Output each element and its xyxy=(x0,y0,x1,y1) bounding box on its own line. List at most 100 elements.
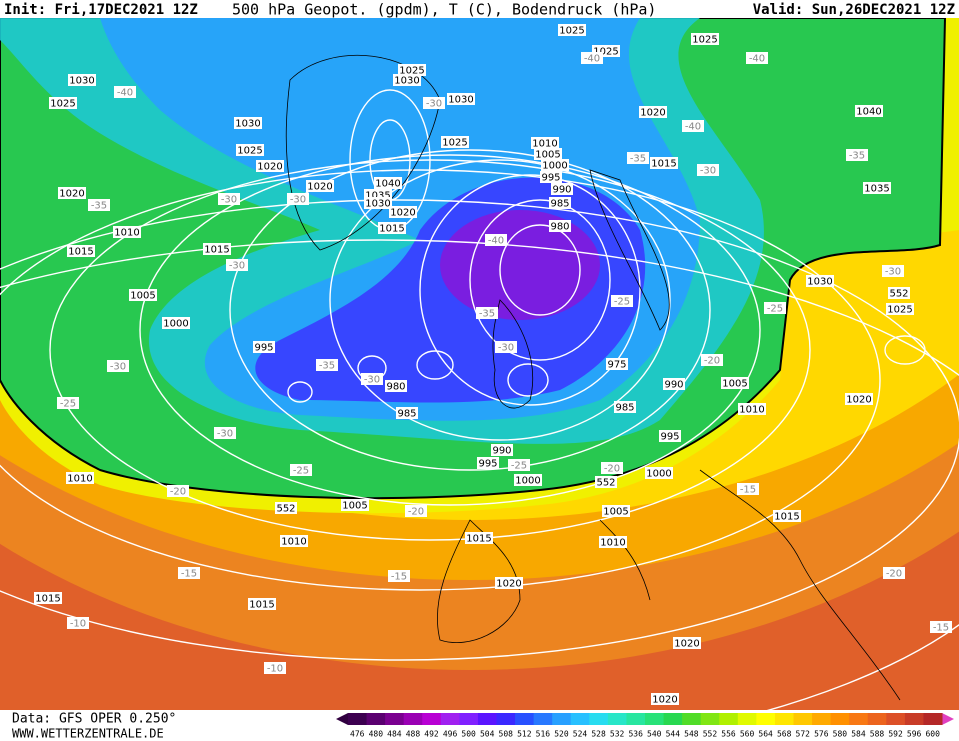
colorbar-swatch xyxy=(830,713,850,725)
pressure-label: 1000 xyxy=(163,319,188,330)
pressure-label: 1015 xyxy=(651,159,676,170)
map-label: -30 xyxy=(495,341,517,354)
pressure-label: 552 xyxy=(596,478,615,489)
pressure-label: 1025 xyxy=(399,66,424,77)
temperature-label: -20 xyxy=(604,464,620,475)
map-label: 980 xyxy=(385,380,407,393)
pressure-label: 1040 xyxy=(375,179,400,190)
map-label: -30 xyxy=(226,259,248,272)
temperature-label: -20 xyxy=(704,356,720,367)
map-label: -30 xyxy=(697,164,719,177)
pressure-label: 985 xyxy=(615,403,634,414)
label-box xyxy=(886,303,914,315)
map-label: -40 xyxy=(746,52,768,65)
colorbar-swatch xyxy=(663,713,683,725)
label-box xyxy=(393,74,421,86)
label-box xyxy=(697,164,719,176)
colorbar-label: 544 xyxy=(666,730,681,739)
colorbar: 476 480 484 488 492 496 500 504 508 512 516 520 524 5… xyxy=(336,713,954,739)
map-label: 1000 xyxy=(645,467,673,480)
label-box xyxy=(930,621,952,633)
colorbar-label: 532 xyxy=(610,730,625,739)
label-box xyxy=(178,567,200,579)
colorbar-swatch xyxy=(626,713,646,725)
map-label: -25 xyxy=(57,397,79,410)
pressure-label: 995 xyxy=(660,432,679,443)
label-box xyxy=(316,359,338,371)
pressure-label: 1005 xyxy=(535,150,560,161)
label-box xyxy=(541,159,569,171)
label-box xyxy=(58,187,86,199)
temperature-label: -20 xyxy=(408,507,424,518)
colorbar-label: 508 xyxy=(499,730,514,739)
init-time: Init: Fri,17DEC2021 12Z xyxy=(4,2,198,18)
pressure-label: 1005 xyxy=(722,379,747,390)
colorbar-swatch xyxy=(682,713,702,725)
label-box xyxy=(465,532,493,544)
map-label: -30 xyxy=(287,193,309,206)
temperature-label: -35 xyxy=(319,361,335,372)
label-box xyxy=(764,302,786,314)
label-box xyxy=(737,483,759,495)
label-box xyxy=(581,52,603,64)
temperature-label: -30 xyxy=(426,99,442,110)
map-label: -30 xyxy=(218,193,240,206)
pressure-label: 1015 xyxy=(249,600,274,611)
map-label: 1035 xyxy=(863,182,891,195)
label-box xyxy=(214,427,236,439)
label-box xyxy=(549,220,571,232)
colorbar-label: 528 xyxy=(591,730,606,739)
colorbar-arrow xyxy=(336,713,348,725)
pressure-label: 1005 xyxy=(130,291,155,302)
label-box xyxy=(485,234,507,246)
valid-time: Valid: Sun,26DEC2021 12Z xyxy=(753,2,955,18)
pressure-label: 1030 xyxy=(448,95,473,106)
temperature-label: -15 xyxy=(391,572,407,583)
colorbar-label: 540 xyxy=(647,730,662,739)
pressure-label: 1020 xyxy=(390,208,415,219)
map-label: 1015 xyxy=(650,157,678,170)
label-box xyxy=(495,577,523,589)
label-box xyxy=(378,222,406,234)
label-box xyxy=(389,206,417,218)
temperature-label: -35 xyxy=(479,309,495,320)
label-box xyxy=(773,510,801,522)
colorbar-swatch xyxy=(422,713,442,725)
colorbar-swatch xyxy=(645,713,665,725)
map-label: 1020 xyxy=(58,187,86,200)
label-box xyxy=(264,662,286,674)
colorbar-swatch xyxy=(849,713,869,725)
label-box xyxy=(253,341,275,353)
pressure-label: 985 xyxy=(550,199,569,210)
pressure-label: 975 xyxy=(607,360,626,371)
map-label: 1000 xyxy=(514,474,542,487)
temp-field xyxy=(440,210,600,320)
pressure-label: 1030 xyxy=(69,76,94,87)
colorbar-label: 524 xyxy=(573,730,588,739)
map-label: -30 xyxy=(361,373,383,386)
map-label: 1000 xyxy=(162,317,190,330)
label-box xyxy=(806,275,834,287)
pressure-label: 1010 xyxy=(281,537,306,548)
map-label: 985 xyxy=(614,401,636,414)
map-label: 1025 xyxy=(236,144,264,157)
map-label: -35 xyxy=(627,152,649,165)
map-label: 1025 xyxy=(886,303,914,316)
colorbar-swatch xyxy=(886,713,906,725)
colorbar-label: 552 xyxy=(703,730,718,739)
map-label: 1010 xyxy=(738,403,766,416)
colorbar-label: 496 xyxy=(443,730,458,739)
map-label: -40 xyxy=(485,234,507,247)
temperature-label: -10 xyxy=(267,664,283,675)
map-label: -40 xyxy=(114,86,136,99)
label-box xyxy=(863,182,891,194)
map-label: 1030 xyxy=(68,74,96,87)
pressure-label: 980 xyxy=(550,222,569,233)
pressure-label: 1010 xyxy=(114,228,139,239)
temperature-label: -30 xyxy=(229,261,245,272)
label-box xyxy=(682,120,704,132)
pressure-label: 1025 xyxy=(692,35,717,46)
colorbar-swatch xyxy=(719,713,739,725)
label-box xyxy=(645,467,673,479)
